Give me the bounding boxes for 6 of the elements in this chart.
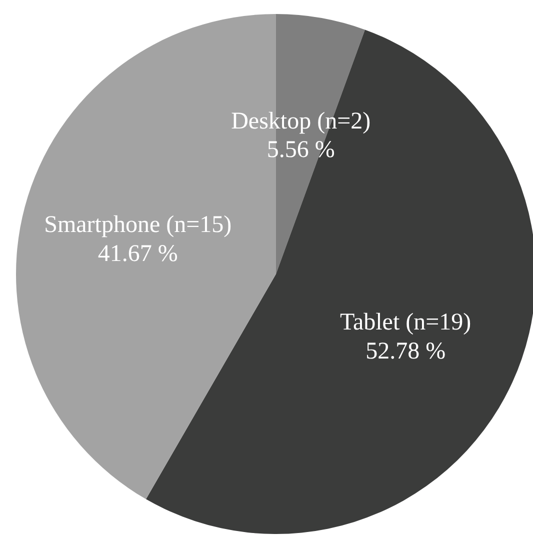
slice-label: Tablet (n=19)	[340, 310, 472, 336]
data-label: 5.56 %	[266, 137, 335, 164]
slice-label: Smartphone (n=15)	[44, 212, 232, 238]
slice-label: Desktop (n=2)	[231, 108, 371, 134]
data-label: 41.67 %	[98, 240, 178, 267]
data-label: 52.78 %	[366, 338, 446, 364]
